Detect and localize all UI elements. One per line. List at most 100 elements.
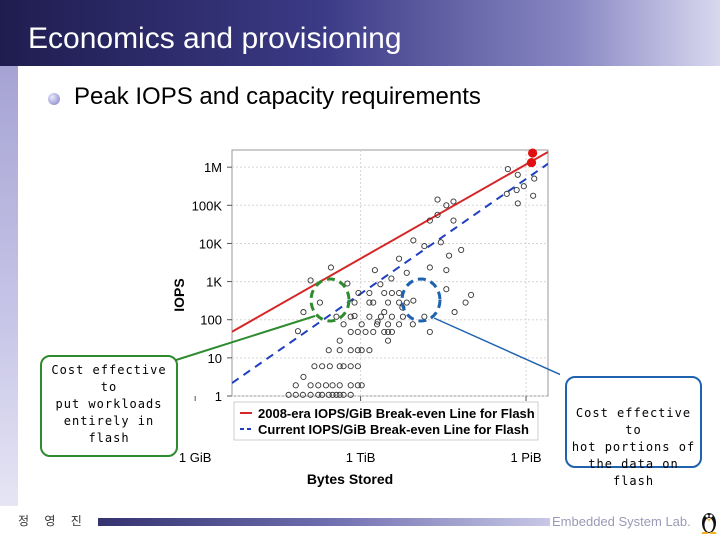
data-point [426, 328, 433, 335]
data-point [514, 171, 521, 178]
legend-box [233, 401, 539, 441]
data-point [385, 337, 392, 344]
data-point [358, 347, 365, 354]
x-axis-label: Bytes Stored [307, 471, 393, 487]
callout-flash-all-line3: entirely in flash [63, 414, 155, 445]
green-connector [175, 315, 316, 361]
data-point [307, 277, 314, 284]
data-point [285, 391, 292, 398]
scatter-chart: 1 10 100 1K 10K 100K 1M 1 GiB 1 TiB 1 PiB 2008-era… [171, 148, 560, 487]
data-point [315, 382, 322, 389]
data-point [437, 239, 444, 246]
slide-title: Economics and provisioning [28, 22, 402, 55]
callout-flash-hot: Cost effective to hot portions of the da… [565, 376, 702, 488]
plot-area [231, 149, 549, 397]
data-point [292, 382, 299, 389]
data-point [327, 264, 334, 271]
bullet-text: Peak IOPS and capacity requirements [74, 83, 481, 110]
data-point [336, 382, 343, 389]
data-point [410, 297, 417, 304]
data-point [354, 363, 361, 370]
data-point [362, 328, 369, 335]
title-bar [0, 0, 720, 66]
footer-lab-name: Embedded System Lab. [552, 514, 691, 529]
callout-flash-hot-line1: Cost effective to [575, 406, 692, 437]
data-point [347, 363, 354, 370]
data-point [351, 312, 358, 319]
data-point [385, 328, 392, 335]
data-point [531, 175, 538, 182]
data-point [371, 267, 378, 274]
data-point [292, 391, 299, 398]
penguin-logo-icon [701, 513, 717, 534]
legend-label-1: Current IOPS/GiB Break-even Line for Fla… [258, 422, 529, 437]
data-point [354, 347, 361, 354]
data-point [410, 237, 417, 244]
data-point [409, 321, 416, 328]
data-point [347, 391, 354, 398]
data-point [347, 328, 354, 335]
data-point [336, 391, 343, 398]
data-point [468, 291, 475, 298]
x-tick-label: 1 GiB [179, 450, 212, 465]
data-point [513, 186, 520, 194]
data-point [388, 328, 395, 335]
data-point [340, 321, 347, 328]
data-point [329, 382, 336, 389]
y-axis-label: IOPS [171, 278, 187, 311]
data-point [340, 391, 347, 398]
data-point [329, 391, 336, 398]
data-point [385, 299, 392, 306]
data-point [385, 321, 392, 328]
y-tick-label: 1K [206, 275, 222, 290]
data-point [451, 309, 458, 316]
data-point [325, 347, 332, 354]
data-point [388, 275, 395, 282]
break-even-line-0 [232, 151, 548, 333]
highlight-point [526, 157, 537, 168]
data-point [381, 328, 388, 335]
data-point [443, 267, 450, 274]
data-point [381, 289, 388, 297]
data-point [358, 321, 365, 328]
data-point [443, 286, 450, 293]
data-point [377, 281, 384, 288]
data-point [374, 318, 381, 325]
data-point [351, 299, 358, 306]
data-point [530, 192, 537, 199]
y-tick-label: 1M [204, 160, 222, 175]
data-point [396, 321, 403, 328]
data-point [315, 391, 322, 398]
data-point [347, 347, 354, 354]
data-point [388, 313, 395, 320]
data-point [443, 202, 450, 209]
data-point [421, 243, 428, 250]
data-point [307, 391, 314, 398]
data-point [326, 363, 333, 370]
data-point [434, 211, 441, 218]
data-point [322, 382, 330, 389]
data-point [403, 269, 410, 276]
callout-flash-all-line2: put workloads [55, 397, 163, 411]
data-point [333, 391, 340, 398]
green-dashed-circle [309, 277, 351, 323]
data-point [366, 299, 373, 306]
data-point [458, 246, 465, 253]
data-point [450, 198, 457, 205]
callout-flash-all-line1: Cost effective to [51, 363, 167, 394]
y-tick-label: 100K [192, 198, 223, 213]
legend: 2008-era IOPS/GiB Break-even Line for Fl… [233, 401, 539, 441]
data-point [399, 313, 406, 320]
highlight-point [528, 148, 538, 158]
data-point [355, 289, 362, 297]
blue-connector [433, 317, 560, 376]
callout-flash-all: Cost effective to put workloads entirely… [40, 355, 178, 457]
data-point [311, 363, 318, 370]
data-point [434, 196, 441, 203]
data-point [520, 183, 527, 190]
data-point [366, 347, 373, 354]
data-point [325, 391, 332, 398]
data-point [446, 252, 453, 259]
x-tick-label: 1 TiB [346, 450, 376, 465]
data-point [514, 200, 521, 207]
